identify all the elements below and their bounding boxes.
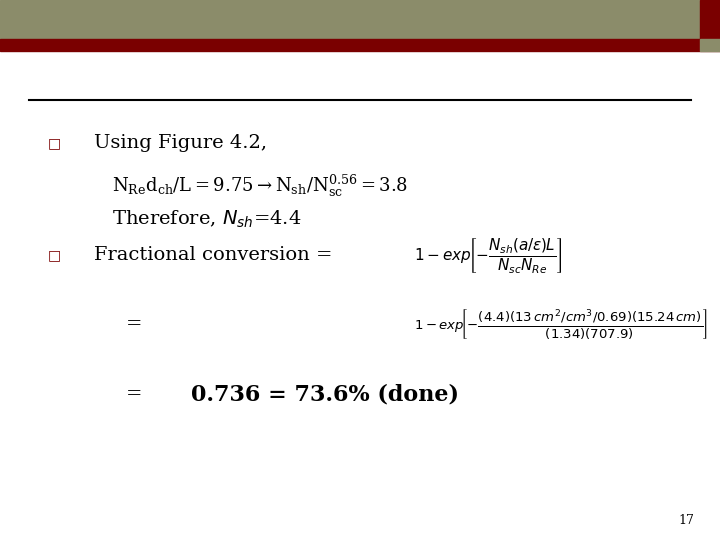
Bar — [0, 39, 720, 51]
Text: Using Figure 4.2,: Using Figure 4.2, — [94, 134, 266, 152]
Text: =: = — [126, 315, 143, 333]
Text: $1-exp\!\left[-\dfrac{(4.4)(13\,cm^{2}/cm^{3}/0.69)(15.24\,cm)}{(1.34)(707.9)}\r: $1-exp\!\left[-\dfrac{(4.4)(13\,cm^{2}/c… — [414, 307, 708, 341]
Text: □: □ — [48, 248, 60, 262]
Text: 17: 17 — [679, 514, 695, 526]
Text: Fractional conversion =: Fractional conversion = — [94, 246, 338, 265]
Text: 0.736 = 73.6% (done): 0.736 = 73.6% (done) — [191, 383, 459, 405]
Text: =: = — [126, 385, 143, 403]
Text: □: □ — [48, 136, 60, 150]
Text: $\mathregular{N_{Re}d_{ch}/L=9.75\rightarrow N_{sh}/N_{sc}^{0.56}=3.8}$: $\mathregular{N_{Re}d_{ch}/L=9.75\righta… — [112, 173, 407, 199]
Bar — [700, 0, 720, 39]
Bar — [0, 0, 720, 39]
Text: Therefore, $N_{sh}$=4.4: Therefore, $N_{sh}$=4.4 — [112, 209, 301, 231]
Bar — [700, 39, 720, 51]
Text: $1-exp\!\left[-\dfrac{N_{sh}(a/\varepsilon)L}{N_{sc}N_{Re}}\right]$: $1-exp\!\left[-\dfrac{N_{sh}(a/\varepsil… — [414, 236, 562, 275]
